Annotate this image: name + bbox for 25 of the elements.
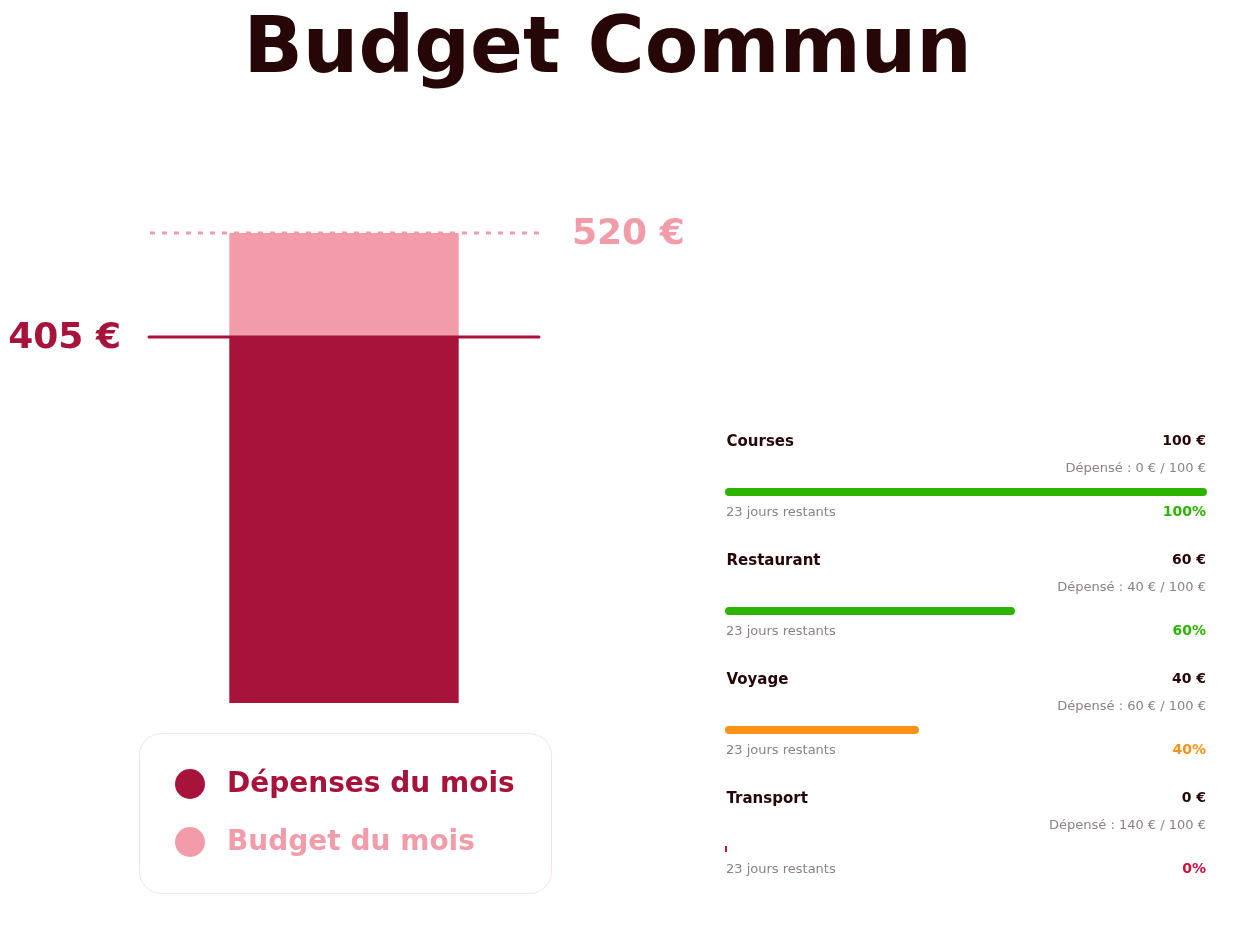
y-tick-label: Restaurant [726,551,821,569]
legend-label: Dépenses du mois [227,766,515,799]
annotation: 23 jours restants [726,861,836,876]
annotation: 23 jours restants [726,742,836,757]
data-label: 100% [1162,503,1206,519]
annotation: Dépensé : 140 € / 100 € [1049,817,1206,832]
annotation: 23 jours restants [726,623,836,638]
data-label: 60% [1172,622,1206,638]
annotation: 0 € [1181,789,1206,805]
y-tick-label: Voyage [726,670,789,688]
ref-line-label: 405 € [8,314,121,356]
annotation: Dépensé : 60 € / 100 € [1057,698,1206,713]
annotation: 23 jours restants [726,504,836,519]
annotation: 60 € [1171,551,1206,567]
legend-label: Budget du mois [227,824,475,857]
y-tick-label: Courses [726,432,794,450]
ref-line-label: 520 € [572,211,685,252]
chart-title: Budget Commun [243,0,972,90]
annotation: Dépensé : 0 € / 100 € [1065,460,1206,475]
annotation: 100 € [1162,432,1206,448]
annotation: Dépensé : 40 € / 100 € [1057,579,1206,594]
data-label: 0% [1182,860,1206,876]
annotation: 40 € [1171,670,1206,686]
data-label: 40% [1172,741,1206,757]
y-tick-label: Transport [726,789,808,807]
